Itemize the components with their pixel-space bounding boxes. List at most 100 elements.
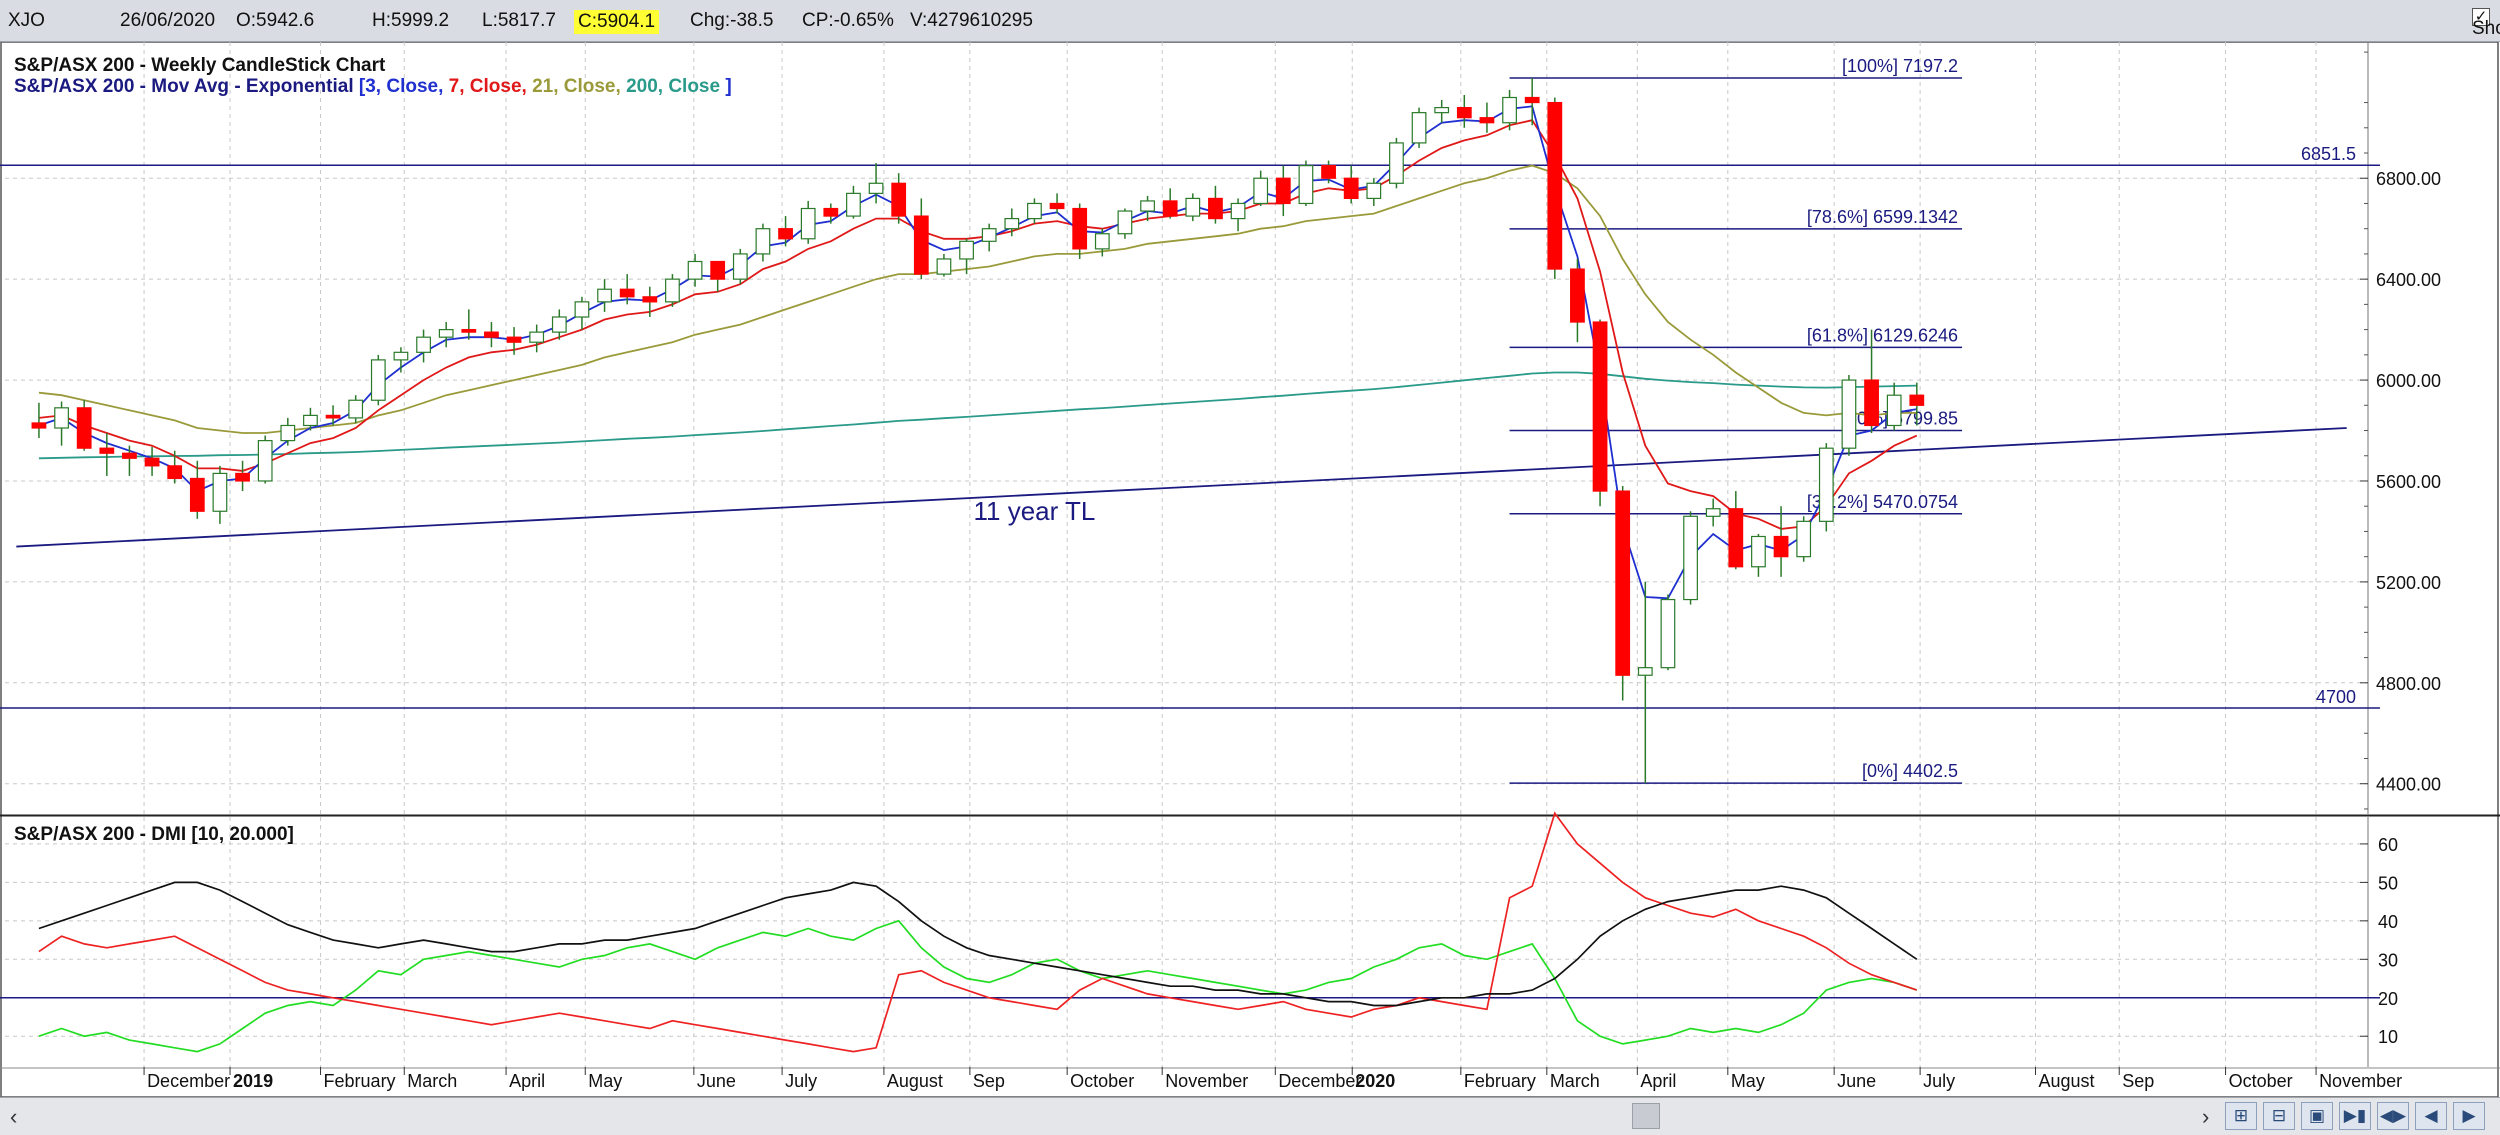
- bearish-candle-body: [1321, 165, 1336, 179]
- x-tick-label: December: [1278, 1071, 1361, 1091]
- candle: [529, 324, 545, 353]
- chart-frame: [0, 42, 2499, 1097]
- candle: [1072, 203, 1088, 259]
- price-tick-label: 6000.00: [2376, 371, 2441, 391]
- last-bar-icon[interactable]: ▶▮: [2339, 1102, 2371, 1130]
- price-tick-label: 4400.00: [2376, 775, 2441, 795]
- step-right-icon[interactable]: ▶: [2453, 1102, 2485, 1130]
- bullish-candle-body: [868, 182, 884, 194]
- quote-bar: XJO 26/06/2020 O:5942.6 H:5999.2 L:5817.…: [0, 0, 2500, 42]
- x-tick-label: March: [407, 1071, 457, 1091]
- x-tick-label: November: [2319, 1071, 2402, 1091]
- bearish-candle-body: [1615, 490, 1631, 676]
- candle: [981, 223, 997, 252]
- scroll-both-icon[interactable]: ◀▶: [2377, 1102, 2409, 1130]
- x-tick-label: July: [1923, 1071, 1955, 1091]
- candle: [76, 400, 92, 451]
- x-tick-label: 2019: [233, 1071, 273, 1091]
- x-tick-label: March: [1550, 1071, 1600, 1091]
- chart-area[interactable]: 4400.00 4800.00 5200.00 5600.00 6000.00 6400.…: [0, 42, 2500, 1097]
- candle: [597, 279, 612, 312]
- chart-navigation-bar: ‹ › ⊞ ⊟ ▣ ▶▮ ◀▶ ◀ ▶: [0, 1097, 2500, 1135]
- candle: [122, 445, 137, 476]
- bearish-candle-body: [778, 228, 793, 240]
- x-tick-label: June: [697, 1071, 736, 1091]
- bearish-candle-body: [1864, 379, 1879, 427]
- bearish-candle-body: [506, 336, 522, 343]
- candle: [732, 248, 748, 285]
- zoom-out-icon[interactable]: ⊟: [2263, 1102, 2295, 1130]
- bullish-candle-body: [1434, 106, 1450, 114]
- bearish-candle-body: [1072, 207, 1088, 250]
- candle: [1411, 107, 1427, 148]
- bearish-candle-body: [1728, 508, 1744, 568]
- bullish-candle-body: [303, 414, 318, 427]
- candle: [393, 347, 409, 373]
- x-tick-label: May: [588, 1071, 622, 1091]
- candle: [1456, 94, 1472, 128]
- bullish-candle-body: [846, 192, 861, 217]
- candle: [823, 203, 839, 224]
- candle: [642, 286, 658, 317]
- bearish-candle-body: [31, 422, 47, 429]
- bearish-candle-body: [122, 452, 137, 459]
- candle: [99, 433, 115, 476]
- candle: [1683, 511, 1698, 605]
- candle: [936, 253, 952, 277]
- candle: [370, 354, 386, 406]
- x-tick-label: December: [147, 1071, 230, 1091]
- scrollbar-thumb[interactable]: [1632, 1103, 1660, 1129]
- level-label: 6851.5: [2301, 144, 2356, 164]
- bearish-candle-body: [891, 182, 907, 217]
- bearish-candle-body: [1275, 177, 1291, 205]
- candle: [31, 402, 47, 439]
- bullish-candle-body: [1389, 142, 1404, 184]
- candle: [551, 309, 567, 340]
- ema-legend: S&P/ASX 200 - Mov Avg - Exponential [3, …: [14, 76, 732, 97]
- price-tick-label: 5600.00: [2376, 472, 2441, 492]
- bullish-candle-body: [574, 301, 590, 318]
- fit-icon[interactable]: ▣: [2301, 1102, 2333, 1130]
- dmi-tick-label: 50: [2378, 873, 2398, 893]
- candle: [665, 274, 680, 307]
- level-label: 4700: [2316, 687, 2356, 707]
- bearish-candle-body: [1456, 106, 1472, 119]
- step-left-icon[interactable]: ◀: [2415, 1102, 2447, 1130]
- bullish-candle-body: [1230, 202, 1246, 220]
- candle: [1909, 382, 1925, 426]
- bearish-candle-body: [1909, 394, 1925, 406]
- zoom-in-icon[interactable]: ⊞: [2225, 1102, 2257, 1130]
- candle: [1841, 375, 1857, 456]
- dmi-tick-label: 30: [2378, 950, 2398, 970]
- adx-line: [38, 881, 1918, 1007]
- show-last-checkbox[interactable]: ✓: [2472, 8, 2490, 26]
- candle: [1524, 78, 1540, 126]
- scroll-right-icon[interactable]: ›: [2202, 1104, 2210, 1129]
- bullish-candle-body: [1117, 210, 1133, 235]
- volume-value: V:4279610295: [910, 10, 1033, 31]
- bearish-candle-body: [1547, 101, 1563, 270]
- bullish-candle-body: [800, 207, 816, 240]
- bullish-candle-body: [1683, 515, 1698, 601]
- candle: [1796, 516, 1812, 562]
- bearish-candle-body: [325, 414, 341, 419]
- bearish-candle-body: [484, 331, 499, 338]
- bullish-candle-body: [1027, 202, 1042, 220]
- bearish-candle-body: [144, 457, 160, 467]
- bullish-candle-body: [1253, 177, 1269, 205]
- x-tick-label: Sep: [2122, 1071, 2154, 1091]
- bearish-candle-body: [710, 260, 726, 280]
- fibonacci-level-label: [78.6%] 6599.1342: [1807, 207, 1958, 227]
- scroll-left-icon[interactable]: ‹: [10, 1104, 18, 1129]
- bullish-candle-body: [1004, 218, 1020, 230]
- candle: [1637, 581, 1653, 784]
- candle: [1140, 195, 1155, 222]
- candle: [891, 173, 907, 224]
- show-last-toggle[interactable]: ✓ Show Last: [2472, 8, 2500, 39]
- bearish-candle-body: [619, 288, 635, 298]
- candle: [461, 309, 477, 340]
- fibonacci-level-label: [61.8%] 6129.6246: [1807, 325, 1958, 345]
- show-last-label: Show Last: [2472, 18, 2500, 39]
- candle: [1434, 100, 1450, 123]
- bullish-candle-body: [1818, 447, 1834, 522]
